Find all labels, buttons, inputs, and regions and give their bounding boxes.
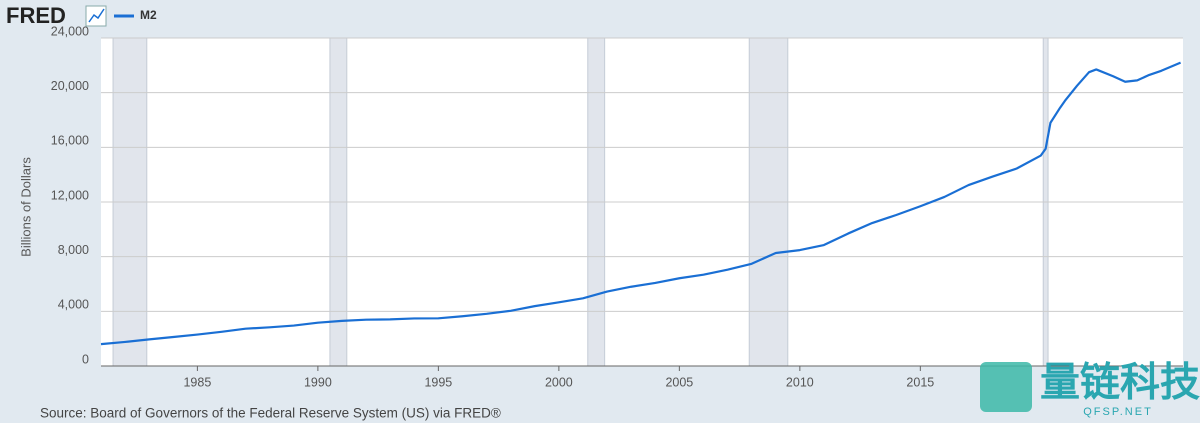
x-tick-label: 2015 [906, 375, 934, 389]
y-tick-label: 4,000 [58, 298, 89, 312]
x-tick-label: 2010 [786, 375, 814, 389]
y-tick-label: 8,000 [58, 243, 89, 257]
watermark-icon [980, 362, 1032, 412]
y-axis-label: Billions of Dollars [18, 157, 33, 257]
y-tick-label: 0 [82, 352, 89, 366]
x-tick-label: 1995 [424, 375, 452, 389]
x-tick-label: 1985 [183, 375, 211, 389]
x-tick-label: 1990 [304, 375, 332, 389]
brand: FRED [6, 3, 66, 28]
watermark: 量链科技 [1040, 361, 1200, 405]
y-tick-label: 20,000 [51, 79, 89, 93]
brand-icon [85, 5, 107, 27]
legend-label: M2 [140, 8, 157, 22]
watermark-sub: QFSP.NET [1083, 406, 1153, 418]
data-line [100, 61, 1182, 346]
x-tick-label: 2005 [665, 375, 693, 389]
y-tick-label: 16,000 [51, 134, 89, 148]
y-tick-label: 24,000 [51, 24, 89, 38]
source: Source: Board of Governors of the Federa… [40, 406, 501, 421]
y-tick-label: 12,000 [51, 188, 89, 202]
x-tick-label: 2000 [545, 375, 573, 389]
